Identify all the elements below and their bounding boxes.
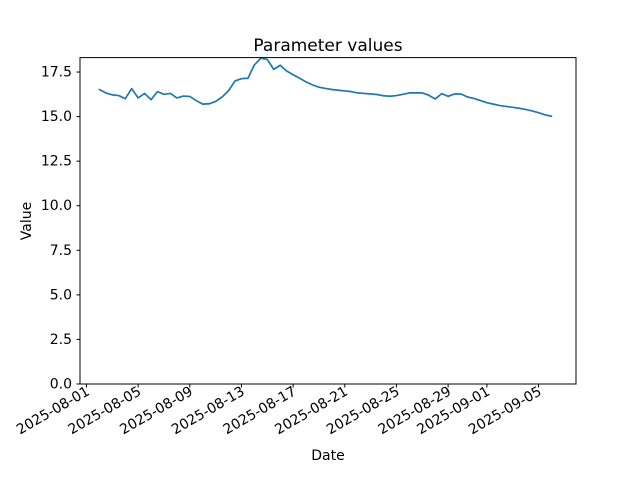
y-axis-label: Value xyxy=(19,201,35,241)
chart-title: Parameter values xyxy=(253,36,403,56)
x-axis-label: Date xyxy=(311,448,345,464)
y-tick-label: 17.5 xyxy=(41,65,72,81)
y-tick-label: 12.5 xyxy=(41,154,72,170)
data-line-series xyxy=(98,57,553,118)
y-tick-label: 2.5 xyxy=(50,332,72,348)
y-tick-label: 7.5 xyxy=(50,243,72,259)
y-tick-label: 15.0 xyxy=(41,109,72,125)
y-tick-label: 5.0 xyxy=(50,287,72,303)
plot-frame xyxy=(79,57,577,385)
y-tick-label: 0.0 xyxy=(50,377,72,393)
y-tick-label: 10.0 xyxy=(41,198,72,214)
